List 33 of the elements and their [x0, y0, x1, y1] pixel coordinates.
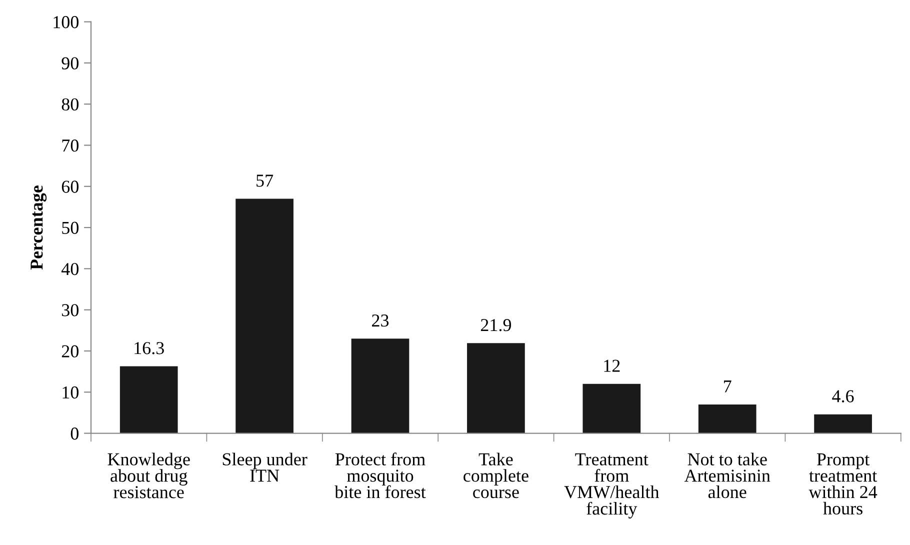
- x-tick-label: Treatment from VMW/health facility: [564, 453, 660, 518]
- y-tick-label: 80: [62, 98, 79, 111]
- bar: [467, 343, 525, 434]
- y-tick-label: 40: [61, 262, 79, 276]
- x-tick-label: Take complete course: [464, 452, 528, 498]
- x-tick-label: Protect from mosquito bite in forest: [334, 452, 426, 498]
- x-tick-label: Sleep under ITN: [222, 452, 308, 482]
- data-label: 7: [724, 380, 732, 392]
- data-label: 23: [372, 314, 389, 327]
- bar: [351, 338, 410, 434]
- y-tick-label: 60: [62, 180, 79, 193]
- y-axis-title: Percentage: [30, 186, 47, 270]
- y-tick-label: 20: [62, 345, 79, 358]
- data-label: 16.3: [134, 342, 164, 354]
- y-tick-label: 90: [62, 57, 79, 70]
- x-tick-label: Not to take Artemisinin alone: [684, 452, 770, 498]
- x-tick-label: Prompt treatment within 24 hours: [808, 453, 878, 515]
- y-tick-label: 100: [54, 16, 79, 28]
- bar: [814, 414, 872, 434]
- bar: [236, 198, 294, 434]
- data-label: 57: [256, 174, 274, 187]
- y-tick-label: 50: [62, 222, 79, 234]
- y-tick-label: 0: [70, 428, 79, 440]
- y-tick-label: 10: [62, 386, 79, 399]
- bar: [120, 366, 178, 434]
- bar: [698, 404, 756, 434]
- y-tick-label: 70: [62, 140, 79, 152]
- bar: [582, 384, 641, 434]
- data-label: 12: [604, 360, 620, 372]
- y-tick-label: 30: [62, 304, 79, 316]
- x-tick-label: Knowledge about drug resistance: [108, 452, 190, 498]
- data-label: 4.6: [832, 390, 854, 402]
- data-label: 21.9: [480, 319, 512, 332]
